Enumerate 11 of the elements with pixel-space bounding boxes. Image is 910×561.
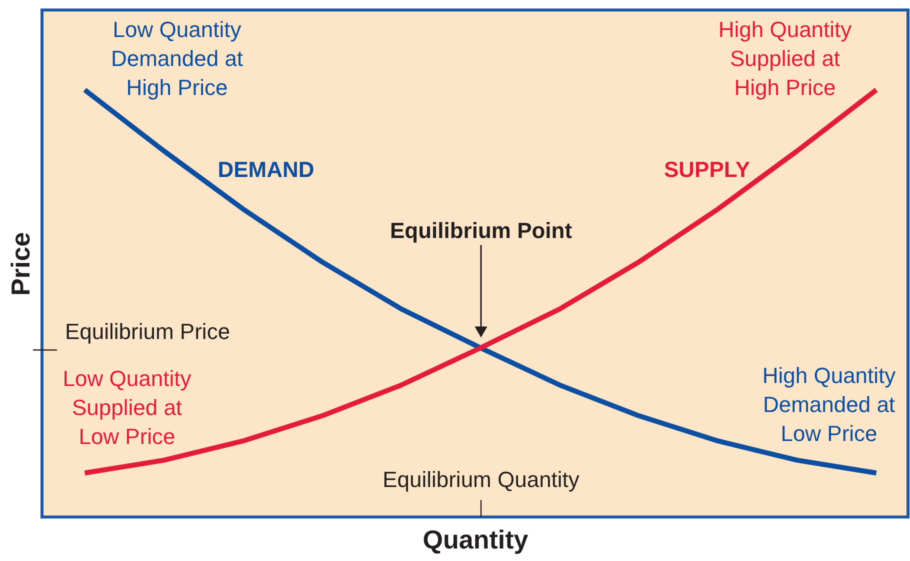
annotation: Low Quantity Demanded at High Price (110, 17, 244, 100)
annotation: Equilibrium Point (390, 218, 573, 243)
x-axis-title: Quantity (422, 524, 529, 554)
series-label: SUPPLY (664, 157, 750, 182)
annotation: Equilibrium Price (65, 319, 230, 344)
annotation: Low Quantity Supplied at Low Price (62, 366, 192, 449)
y-axis-title: Price (6, 232, 36, 296)
annotation: High Quantity Supplied at High Price (718, 17, 852, 100)
annotation: High Quantity Demanded at Low Price (762, 363, 896, 446)
series-label: DEMAND (218, 157, 314, 182)
annotation: Equilibrium Quantity (382, 467, 580, 492)
